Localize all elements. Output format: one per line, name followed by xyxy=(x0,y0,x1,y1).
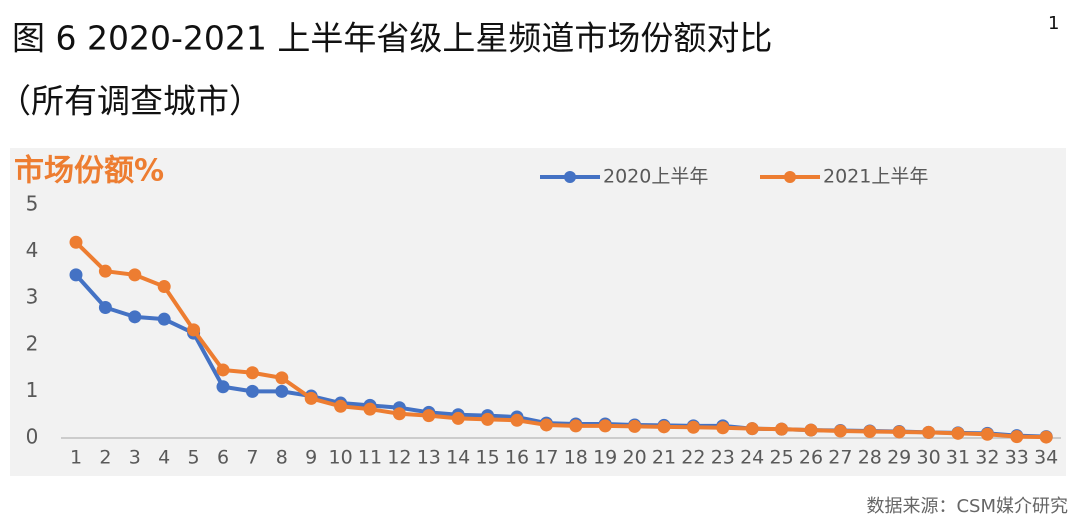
point-marker xyxy=(716,421,730,435)
point-marker xyxy=(922,425,936,439)
source-note: 数据来源：CSM媒介研究 xyxy=(866,496,1068,517)
point-marker xyxy=(686,420,700,434)
legend-marker xyxy=(564,171,576,183)
x-tick-label: 17 xyxy=(534,447,558,469)
x-tick-label: 20 xyxy=(623,447,647,469)
title-note: 1 xyxy=(1048,13,1059,34)
y-tick-label: 5 xyxy=(26,192,39,216)
point-marker xyxy=(157,312,171,326)
x-tick-label: 12 xyxy=(387,447,411,469)
point-marker xyxy=(980,427,994,441)
x-tick-label: 1 xyxy=(70,447,82,469)
point-marker xyxy=(245,366,259,380)
point-marker xyxy=(69,268,83,282)
point-marker xyxy=(392,407,406,421)
point-marker xyxy=(539,418,553,432)
x-tick-label: 22 xyxy=(681,447,705,469)
point-marker xyxy=(422,409,436,423)
chart-background xyxy=(10,148,1066,476)
point-marker xyxy=(598,419,612,433)
x-tick-label: 13 xyxy=(417,447,441,469)
point-marker xyxy=(833,424,847,438)
x-tick-label: 21 xyxy=(652,447,676,469)
x-tick-label: 4 xyxy=(158,447,170,469)
point-marker xyxy=(69,235,83,249)
legend-marker xyxy=(784,171,796,183)
y-tick-label: 0 xyxy=(26,425,39,449)
point-marker xyxy=(628,419,642,433)
y-tick-label: 4 xyxy=(26,238,39,262)
x-tick-label: 34 xyxy=(1034,447,1058,469)
point-marker xyxy=(187,323,201,337)
x-tick-label: 25 xyxy=(770,447,794,469)
point-marker xyxy=(216,363,230,377)
point-marker xyxy=(1010,430,1024,444)
point-marker xyxy=(275,371,289,385)
point-marker xyxy=(951,426,965,440)
legend-label: 2020上半年 xyxy=(603,166,708,188)
y-tick-label: 1 xyxy=(26,378,39,402)
point-marker xyxy=(745,422,759,436)
point-marker xyxy=(510,413,524,427)
y-tick-label: 2 xyxy=(26,331,39,355)
x-tick-label: 18 xyxy=(564,447,588,469)
point-marker xyxy=(363,402,377,416)
x-tick-label: 16 xyxy=(505,447,529,469)
point-marker xyxy=(775,422,789,436)
point-marker xyxy=(334,399,348,413)
series-line xyxy=(74,240,1047,440)
x-tick-label: 15 xyxy=(476,447,500,469)
point-marker xyxy=(481,412,495,426)
point-marker xyxy=(657,420,671,434)
chart-title: 图 6 2020-2021 上半年省级上星频道市场份额对比 xyxy=(12,19,772,58)
point-marker xyxy=(98,264,112,278)
chart-subtitle: （所有调查城市） xyxy=(0,82,262,121)
point-marker xyxy=(128,268,142,282)
point-marker xyxy=(98,301,112,315)
point-marker xyxy=(451,411,465,425)
x-tick-label: 19 xyxy=(593,447,617,469)
legend-label: 2021上半年 xyxy=(823,166,928,188)
x-tick-label: 29 xyxy=(887,447,911,469)
x-tick-label: 11 xyxy=(358,447,382,469)
x-tick-label: 33 xyxy=(1005,447,1029,469)
x-tick-label: 2 xyxy=(99,447,111,469)
point-marker xyxy=(1039,430,1053,444)
x-tick-label: 27 xyxy=(828,447,852,469)
x-tick-label: 24 xyxy=(740,447,764,469)
y-axis-label: 市场份额% xyxy=(14,154,164,189)
x-tick-label: 5 xyxy=(188,447,200,469)
point-marker xyxy=(304,391,318,405)
x-tick-label: 6 xyxy=(217,447,229,469)
point-marker xyxy=(216,380,230,394)
point-marker xyxy=(245,384,259,398)
point-marker xyxy=(804,423,818,437)
x-tick-label: 23 xyxy=(711,447,735,469)
x-tick-label: 14 xyxy=(446,447,470,469)
x-tick-label: 8 xyxy=(276,447,288,469)
x-tick-label: 28 xyxy=(858,447,882,469)
x-tick-label: 31 xyxy=(946,447,970,469)
y-tick-label: 3 xyxy=(26,285,39,309)
x-tick-label: 10 xyxy=(329,447,353,469)
x-tick-label: 32 xyxy=(975,447,999,469)
x-tick-label: 26 xyxy=(799,447,823,469)
point-marker xyxy=(569,419,583,433)
point-marker xyxy=(128,310,142,324)
x-tick-label: 7 xyxy=(246,447,258,469)
x-tick-label: 3 xyxy=(129,447,141,469)
x-tick-label: 30 xyxy=(917,447,941,469)
x-tick-label: 9 xyxy=(305,447,317,469)
point-marker xyxy=(157,280,171,294)
point-marker xyxy=(275,384,289,398)
point-marker xyxy=(863,424,877,438)
point-marker xyxy=(892,425,906,439)
